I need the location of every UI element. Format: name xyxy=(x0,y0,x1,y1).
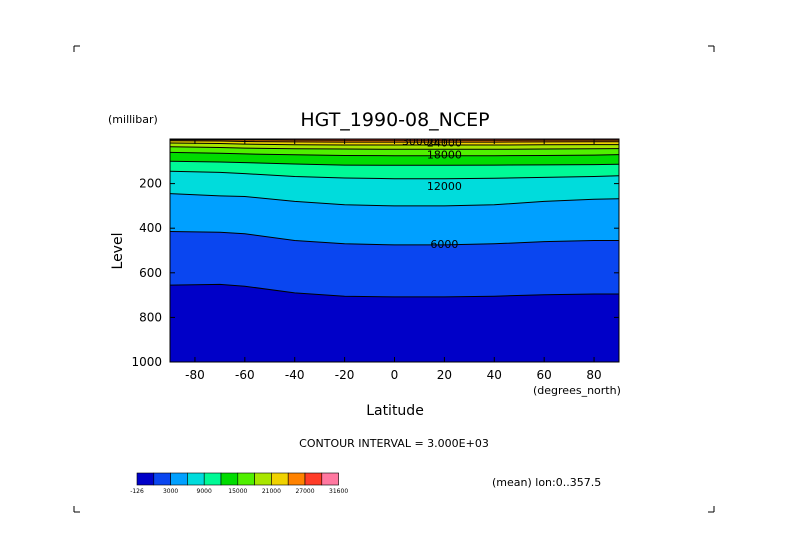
contour-interval-text: CONTOUR INTERVAL = 3.000E+03 xyxy=(299,437,489,450)
colorbar-label: 21000 xyxy=(262,488,281,495)
x-tick-label: 60 xyxy=(537,368,552,382)
corner-marks xyxy=(73,45,715,513)
contour-line-21000 xyxy=(170,146,619,150)
colorbar-label: 3000 xyxy=(163,488,178,495)
contour-label: 6000 xyxy=(430,238,458,251)
x-tick-label: 80 xyxy=(586,368,601,382)
contour-line-12000 xyxy=(170,170,619,180)
colorbar-box xyxy=(304,472,323,486)
y-axis-label: Level xyxy=(110,233,126,270)
colorbar-label: 15000 xyxy=(228,488,247,495)
y-tick-label: 400 xyxy=(139,221,162,235)
colorbar-box xyxy=(170,472,188,486)
y-tick-label: 1000 xyxy=(131,355,162,369)
x-axis-label: Latitude xyxy=(366,403,424,419)
y-unit-label: (millibar) xyxy=(108,113,158,126)
mean-lon-text: (mean) lon:0..357.5 xyxy=(492,476,601,489)
contour-line-9000 xyxy=(170,193,619,207)
y-tick-label: 600 xyxy=(139,266,162,280)
y-tick-label: 800 xyxy=(139,310,162,324)
colorbar-box xyxy=(203,472,222,486)
x-tick-label: 40 xyxy=(487,368,502,382)
contour-label: 24000 xyxy=(427,136,462,149)
colorbar: -126 3000 9000 15000 21000 27000 31600 xyxy=(130,472,348,495)
colorbar-label: 27000 xyxy=(295,488,314,495)
colorbar-box xyxy=(237,472,255,486)
contour-line-24000 xyxy=(170,142,619,146)
x-unit-label: (degrees_north) xyxy=(533,384,621,397)
x-tick-label: -80 xyxy=(185,368,205,382)
y-tick-label: 200 xyxy=(139,177,162,191)
x-tick-label: 20 xyxy=(437,368,452,382)
x-tick-label: -40 xyxy=(285,368,305,382)
contour-line-6000 xyxy=(170,231,619,246)
colorbar-box xyxy=(287,472,306,486)
colorbar-label: -126 xyxy=(130,488,144,495)
x-tick-label: -60 xyxy=(235,368,255,382)
colorbar-label: 9000 xyxy=(197,488,212,495)
x-tick-label: -20 xyxy=(335,368,355,382)
x-tick-label: 0 xyxy=(391,368,399,382)
colorbar-box xyxy=(187,472,205,486)
colorbar-box xyxy=(271,472,289,486)
contour-label: 30000 xyxy=(402,135,437,148)
colorbar-box xyxy=(220,472,239,486)
colorbar-box xyxy=(136,472,155,486)
colorbar-box xyxy=(321,472,339,486)
contour-line-3000 xyxy=(170,283,619,298)
colorbar-label: 31600 xyxy=(329,488,348,495)
contour-line-15000 xyxy=(170,160,619,166)
contour-label: 12000 xyxy=(427,180,462,193)
colorbar-box xyxy=(153,472,171,486)
chart-title: HGT_1990-08_NCEP xyxy=(300,109,489,131)
colorbar-box xyxy=(254,472,272,486)
contour-label: 18000 xyxy=(427,149,462,162)
contour-line-18000 xyxy=(170,151,619,157)
